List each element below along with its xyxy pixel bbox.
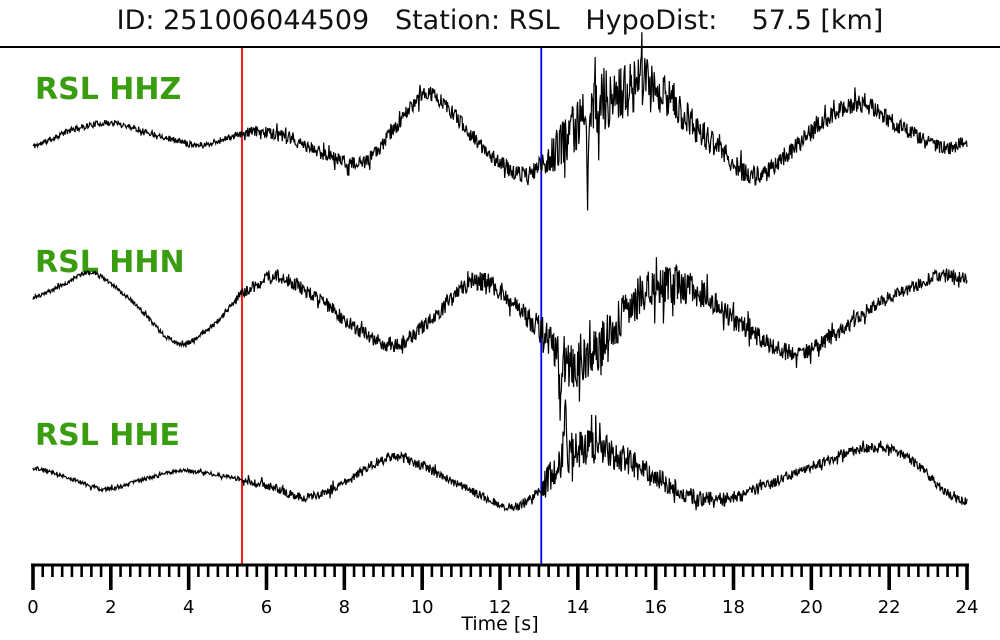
axis-tick-label: 0 [27,597,38,618]
axis-tick-label: 20 [800,597,823,618]
axis-tick-label: 22 [878,597,901,618]
channel-label-hhz: RSL HHZ [35,72,182,107]
axis-tick-label: 8 [339,597,350,618]
axis-tick-label: 24 [956,597,979,618]
x-axis-label: Time [s] [461,613,539,635]
axis-tick-label: 2 [105,597,116,618]
waveform-trace-hhe [32,399,968,512]
axis-tick-label: 6 [261,597,272,618]
channel-label-hhe: RSL HHE [35,418,180,453]
waveform-trace-hhz [32,32,968,211]
title-separator [0,46,1000,48]
axis-tick-label: 16 [644,597,667,618]
channel-label-hhn: RSL HHN [35,245,185,280]
axis-tick-label: 10 [411,597,434,618]
axis-tick-label: 18 [722,597,745,618]
axis-tick-label: 14 [566,597,589,618]
axis-tick-label: 12 [489,597,512,618]
waveform-trace-hhn [32,257,968,421]
axis-tick-label: 4 [183,597,194,618]
figure-title: ID: 251006044509 Station: RSL HypoDist: … [116,5,884,36]
